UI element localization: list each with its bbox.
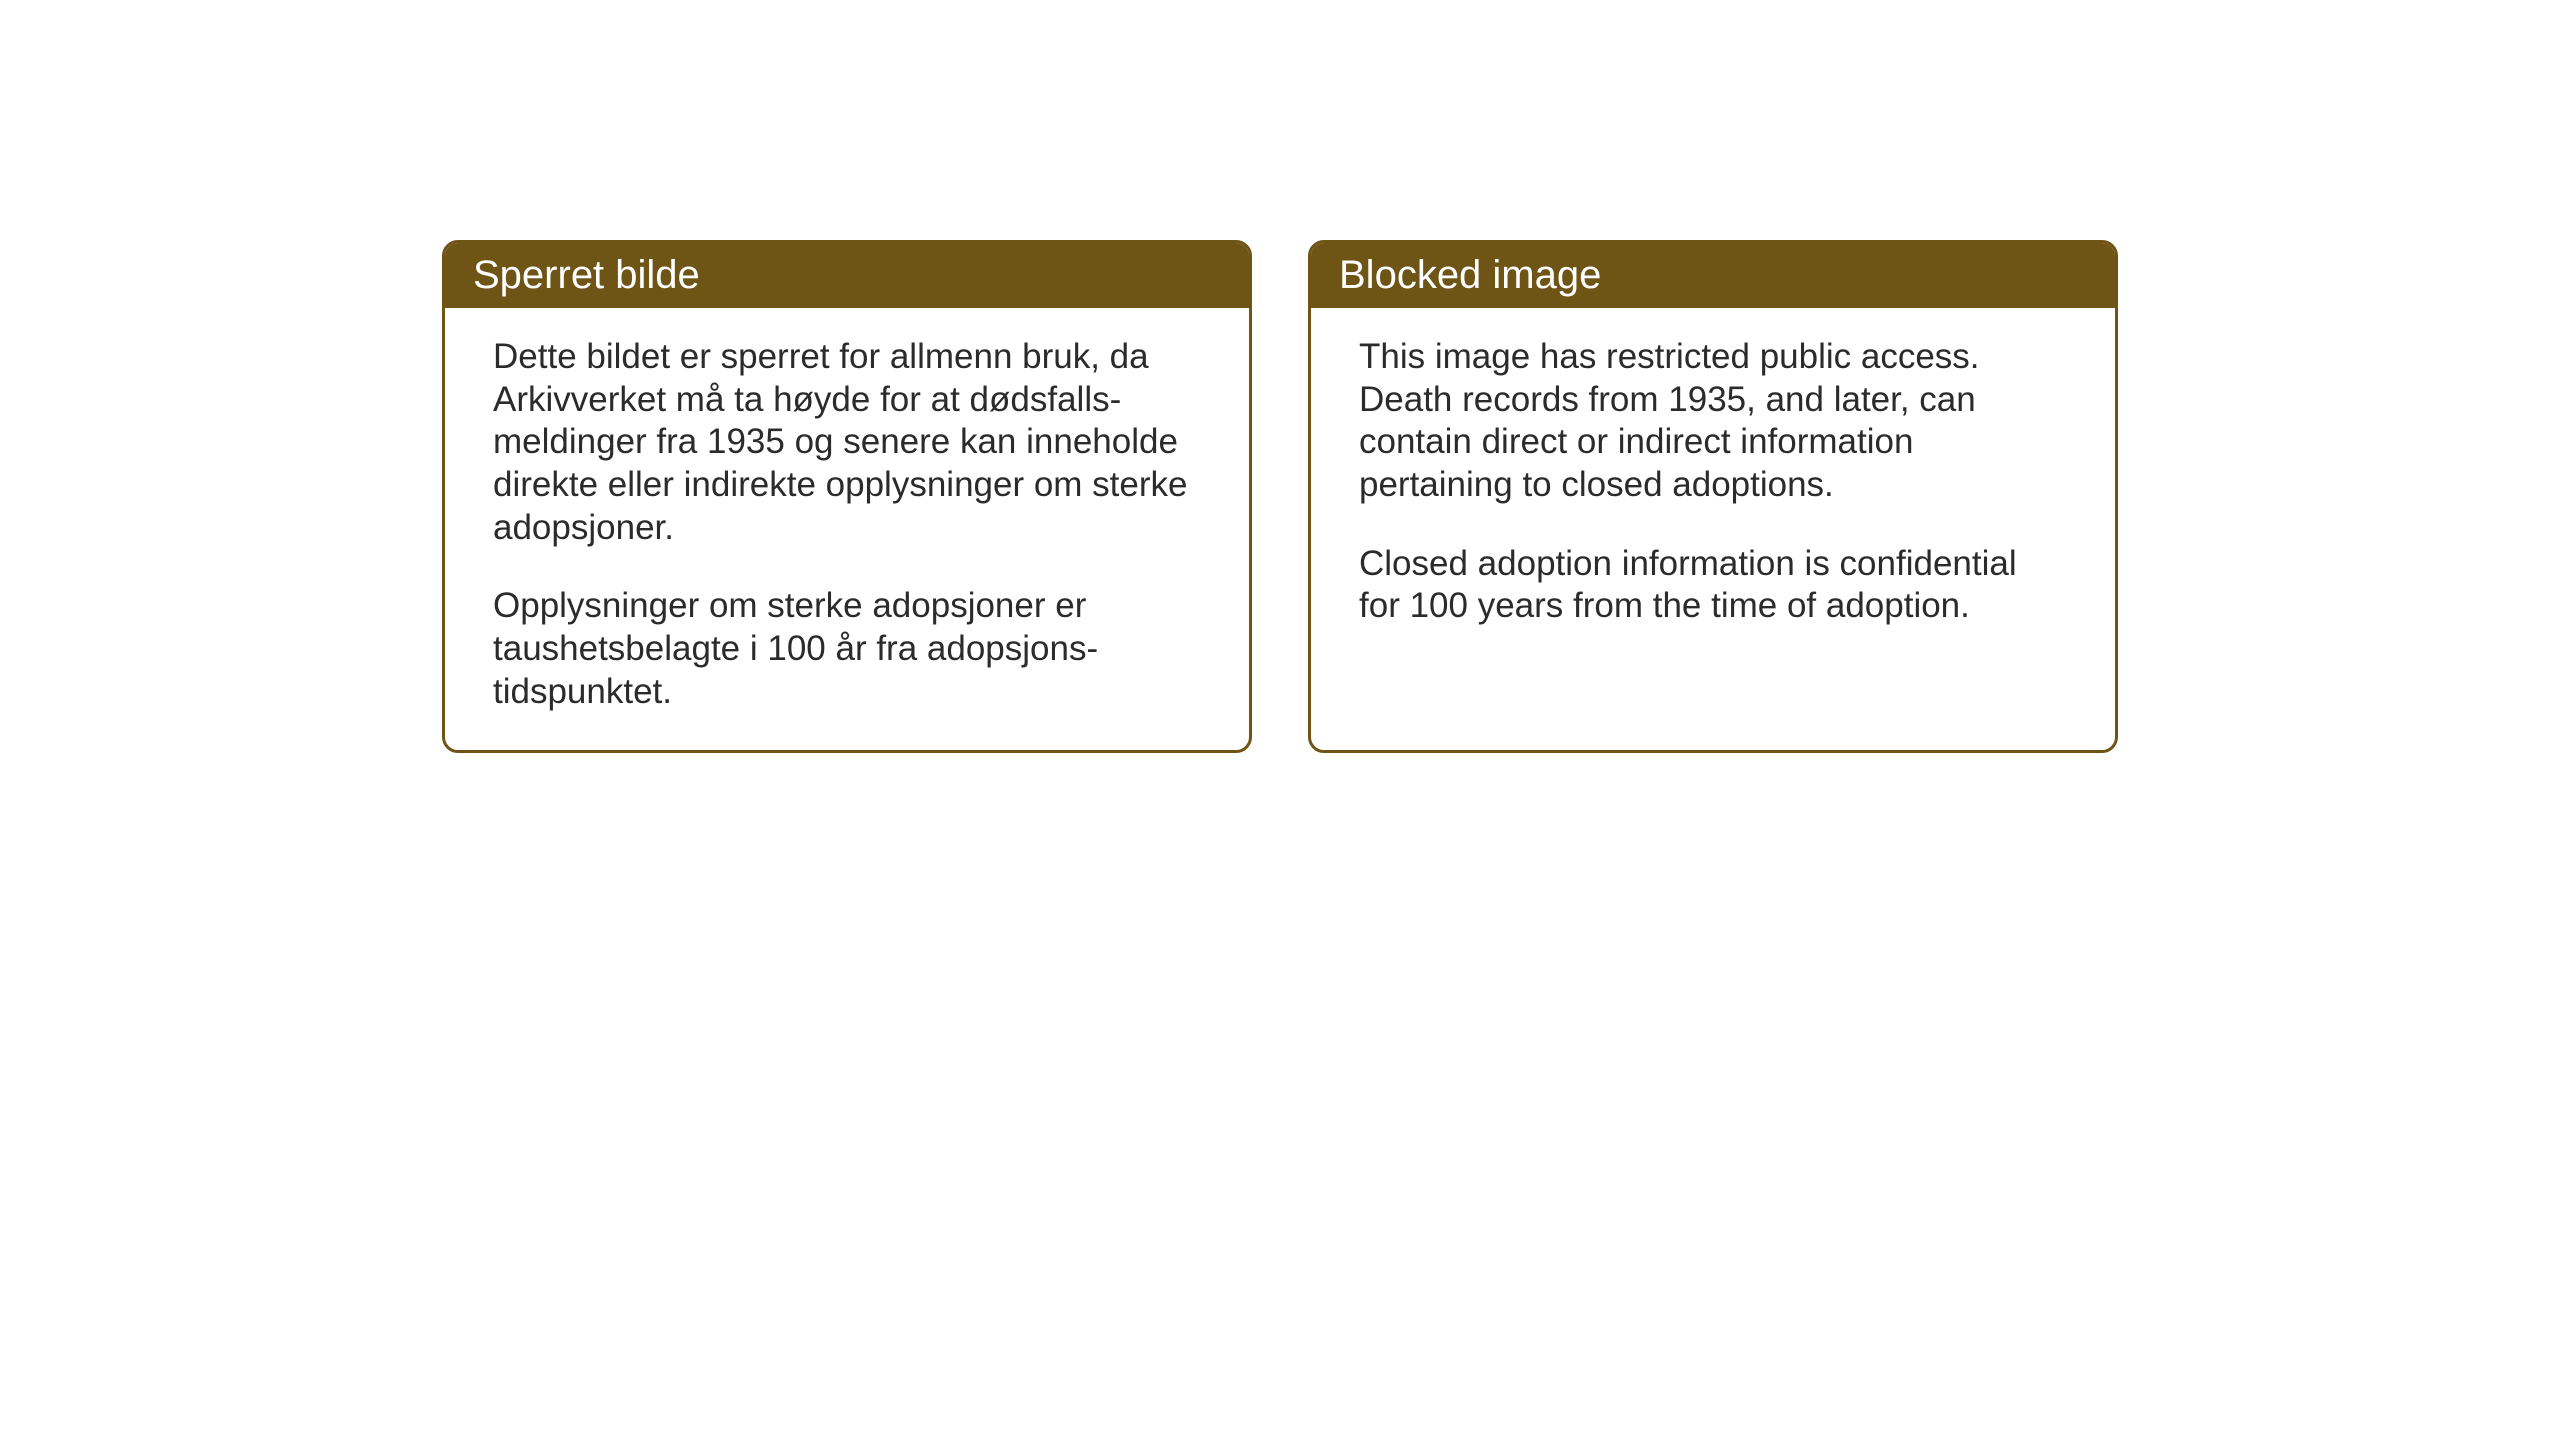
- norwegian-card-title: Sperret bilde: [445, 243, 1249, 308]
- info-cards-container: Sperret bilde Dette bildet er sperret fo…: [442, 240, 2118, 753]
- norwegian-card-body: Dette bildet er sperret for allmenn bruk…: [445, 308, 1249, 750]
- english-paragraph-1: This image has restricted public access.…: [1359, 336, 2067, 507]
- english-card-body: This image has restricted public access.…: [1311, 308, 2115, 748]
- norwegian-paragraph-1: Dette bildet er sperret for allmenn bruk…: [493, 336, 1201, 549]
- norwegian-paragraph-2: Opplysninger om sterke adopsjoner er tau…: [493, 585, 1201, 713]
- english-info-card: Blocked image This image has restricted …: [1308, 240, 2118, 753]
- english-paragraph-2: Closed adoption information is confident…: [1359, 543, 2067, 628]
- norwegian-info-card: Sperret bilde Dette bildet er sperret fo…: [442, 240, 1252, 753]
- english-card-title: Blocked image: [1311, 243, 2115, 308]
